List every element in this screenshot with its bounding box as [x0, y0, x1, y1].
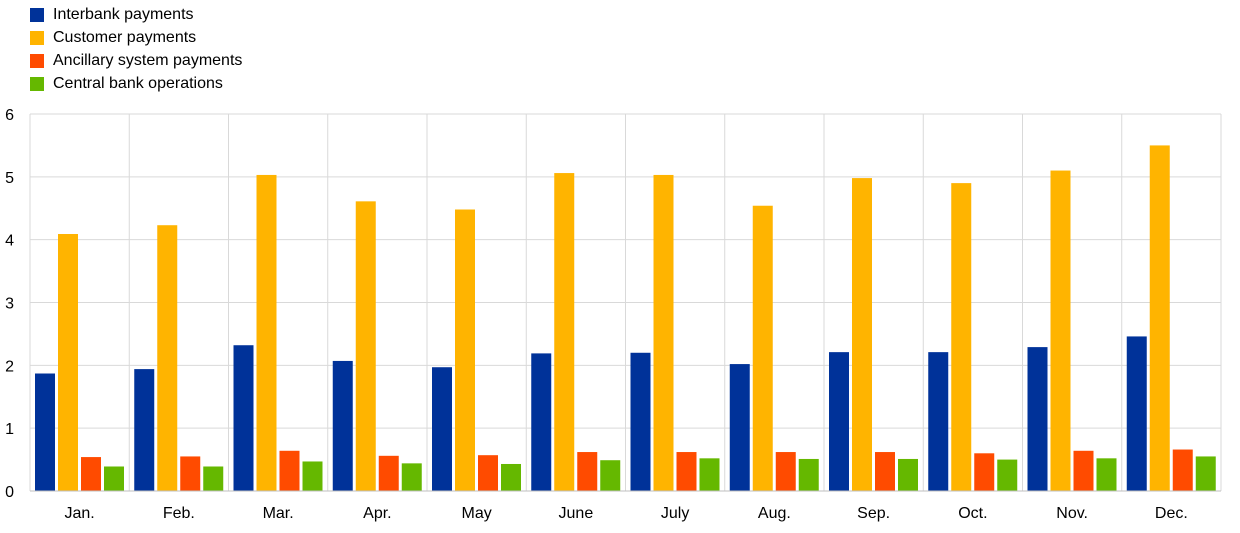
- legend-label-interbank: Interbank payments: [53, 5, 194, 23]
- y-tick-label: 1: [5, 421, 14, 438]
- bar: [81, 457, 101, 491]
- bar: [951, 183, 972, 491]
- legend-item-customer: Customer payments: [30, 26, 242, 49]
- bar: [752, 205, 773, 491]
- bar: [875, 452, 895, 491]
- y-tick-label: 2: [5, 358, 14, 375]
- bar: [302, 461, 323, 491]
- legend-swatch-interbank: [30, 7, 44, 22]
- bar: [233, 345, 254, 491]
- bar: [928, 352, 949, 491]
- bar: [1096, 458, 1117, 491]
- x-tick-label: July: [661, 505, 689, 522]
- x-tick-label: May: [462, 505, 492, 522]
- bar: [104, 466, 124, 491]
- bar: [531, 353, 552, 491]
- x-tick-label: Feb.: [163, 505, 195, 522]
- bar: [554, 173, 575, 491]
- y-tick-label: 6: [5, 107, 14, 124]
- x-tick-label: Oct.: [958, 505, 987, 522]
- x-tick-label: Dec.: [1155, 505, 1188, 522]
- bar: [653, 174, 674, 491]
- legend-item-ancillary: Ancillary system payments: [30, 49, 242, 72]
- bar: [180, 456, 201, 491]
- bar: [974, 453, 995, 491]
- bar: [1050, 170, 1071, 492]
- bar: [1195, 456, 1216, 491]
- bar: [256, 174, 277, 491]
- bar: [134, 369, 155, 491]
- legend-label-central-bank: Central bank operations: [53, 74, 223, 92]
- legend-label-ancillary: Ancillary system payments: [53, 51, 243, 69]
- bar: [829, 352, 849, 491]
- bar: [798, 458, 819, 491]
- x-tick-label: Sep.: [857, 505, 890, 522]
- bar: [1027, 347, 1048, 491]
- bar: [455, 209, 475, 492]
- bar: [1073, 450, 1094, 491]
- y-tick-label: 4: [5, 233, 14, 250]
- bar: [378, 455, 399, 491]
- bar: [775, 452, 796, 491]
- bar: [997, 459, 1018, 491]
- x-tick-label: June: [559, 505, 594, 522]
- x-tick-label: Aug.: [758, 505, 791, 522]
- bar: [898, 458, 918, 491]
- legend-swatch-central-bank: [30, 76, 44, 91]
- legend-item-central-bank: Central bank operations: [30, 72, 242, 95]
- bar: [1172, 449, 1193, 491]
- bar: [630, 352, 651, 491]
- x-tick-label: Apr.: [363, 505, 391, 522]
- legend-swatch-ancillary: [30, 53, 44, 68]
- bar: [729, 364, 750, 491]
- bar: [1126, 336, 1147, 491]
- bar: [157, 225, 178, 491]
- bar: [699, 458, 720, 491]
- bar: [852, 178, 872, 491]
- x-tick-label: Jan.: [65, 505, 95, 522]
- bar: [478, 455, 498, 491]
- y-tick-label: 3: [5, 296, 14, 313]
- legend-swatch-customer: [30, 30, 44, 45]
- bar: [401, 463, 422, 491]
- bar: [577, 452, 598, 491]
- bar: [501, 463, 521, 491]
- legend: Interbank payments Customer payments Anc…: [30, 3, 242, 95]
- bar: [432, 367, 452, 491]
- bar: [676, 452, 697, 491]
- bar: [203, 466, 224, 491]
- y-tick-label: 5: [5, 170, 14, 187]
- bar: [1149, 145, 1170, 491]
- bar: [35, 373, 55, 491]
- bar: [332, 360, 353, 491]
- bar: [600, 460, 621, 491]
- x-tick-label: Mar.: [263, 505, 294, 522]
- x-tick-label: Nov.: [1056, 505, 1088, 522]
- bar: [58, 234, 78, 492]
- legend-label-customer: Customer payments: [53, 28, 197, 46]
- legend-item-interbank: Interbank payments: [30, 3, 242, 26]
- bar: [355, 201, 376, 492]
- bar: [279, 450, 300, 491]
- y-tick-label: 0: [5, 484, 14, 501]
